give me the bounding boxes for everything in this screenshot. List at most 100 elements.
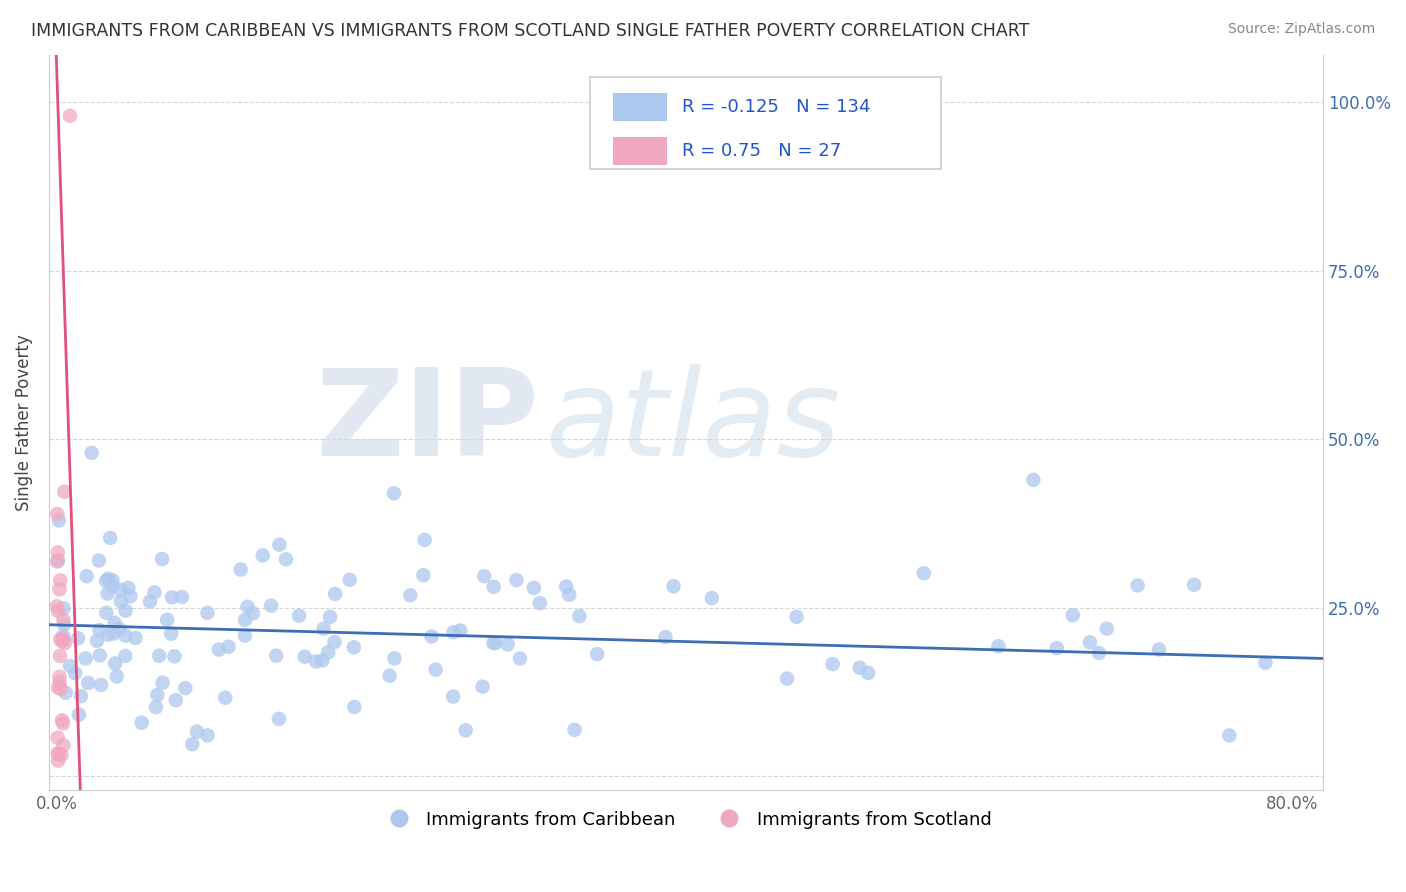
Point	[77, 676, 100, 690]
Point	[86, 633, 108, 648]
Point	[67, 707, 90, 722]
Point	[319, 610, 342, 624]
Point	[1088, 646, 1111, 660]
Point	[160, 626, 183, 640]
Point	[46, 554, 69, 568]
Point	[662, 579, 685, 593]
Point	[76, 569, 98, 583]
Point	[96, 586, 118, 600]
Point	[52, 632, 75, 646]
Bar	[613, 94, 666, 121]
Point	[98, 531, 121, 545]
Point	[46, 754, 69, 768]
Point	[568, 609, 591, 624]
Point	[174, 681, 197, 695]
Point	[425, 663, 447, 677]
Point	[117, 581, 139, 595]
Point	[1126, 578, 1149, 592]
Point	[53, 617, 76, 632]
Point	[96, 606, 118, 620]
Point	[156, 613, 179, 627]
Point	[233, 613, 256, 627]
Point	[104, 657, 127, 671]
Point	[120, 590, 142, 604]
Point	[143, 585, 166, 599]
Point	[165, 693, 187, 707]
Point	[1147, 642, 1170, 657]
Point	[46, 599, 69, 614]
Point	[131, 715, 153, 730]
Point	[1046, 641, 1069, 656]
Point	[53, 484, 76, 499]
Point	[454, 723, 477, 738]
Point	[89, 623, 111, 637]
Point	[484, 636, 506, 650]
Point	[148, 648, 170, 663]
Point	[105, 669, 128, 683]
Point	[114, 629, 136, 643]
Point	[987, 640, 1010, 654]
Point	[229, 563, 252, 577]
Point	[46, 731, 69, 745]
Point	[114, 604, 136, 618]
Point	[564, 723, 586, 737]
Point	[218, 640, 240, 654]
Point	[700, 591, 723, 605]
Point	[441, 690, 464, 704]
Point	[152, 675, 174, 690]
Point	[90, 678, 112, 692]
Point	[101, 574, 124, 588]
Point	[449, 624, 471, 638]
Text: ZIP: ZIP	[316, 364, 540, 481]
Point	[52, 716, 75, 731]
Point	[242, 607, 264, 621]
Text: atlas: atlas	[546, 364, 841, 481]
Point	[110, 582, 132, 597]
Point	[163, 649, 186, 664]
Point	[46, 681, 69, 695]
Point	[233, 629, 256, 643]
Point	[51, 747, 73, 762]
Point	[124, 631, 146, 645]
Point	[46, 553, 69, 567]
Point	[288, 608, 311, 623]
Point	[70, 689, 93, 703]
Point	[482, 636, 505, 650]
Point	[586, 647, 609, 661]
Point	[523, 581, 546, 595]
Point	[48, 675, 70, 690]
Point	[59, 658, 82, 673]
Point	[384, 651, 406, 665]
Point	[145, 700, 167, 714]
Point	[48, 747, 70, 762]
Point	[382, 486, 405, 500]
Point	[75, 651, 97, 665]
Point	[482, 580, 505, 594]
Bar	[613, 137, 666, 165]
Point	[46, 604, 69, 618]
Point	[150, 552, 173, 566]
Point	[46, 507, 69, 521]
Y-axis label: Single Father Poverty: Single Father Poverty	[15, 334, 32, 511]
Legend: Immigrants from Caribbean, Immigrants from Scotland: Immigrants from Caribbean, Immigrants fr…	[374, 804, 998, 836]
Point	[558, 588, 581, 602]
Point	[49, 574, 72, 588]
Text: R = 0.75   N = 27: R = 0.75 N = 27	[682, 143, 841, 161]
Point	[51, 634, 73, 648]
Point	[97, 628, 120, 642]
Point	[48, 670, 70, 684]
Text: IMMIGRANTS FROM CARIBBEAN VS IMMIGRANTS FROM SCOTLAND SINGLE FATHER POVERTY CORR: IMMIGRANTS FROM CARIBBEAN VS IMMIGRANTS …	[31, 22, 1029, 40]
Point	[858, 665, 880, 680]
Point	[160, 591, 183, 605]
Point	[52, 601, 75, 615]
Point	[66, 632, 89, 646]
Point	[378, 669, 401, 683]
Point	[654, 630, 676, 644]
Point	[472, 569, 495, 583]
Point	[103, 626, 125, 640]
Point	[1022, 473, 1045, 487]
Point	[59, 109, 82, 123]
Point	[236, 599, 259, 614]
Point	[46, 545, 69, 559]
Point	[139, 594, 162, 608]
